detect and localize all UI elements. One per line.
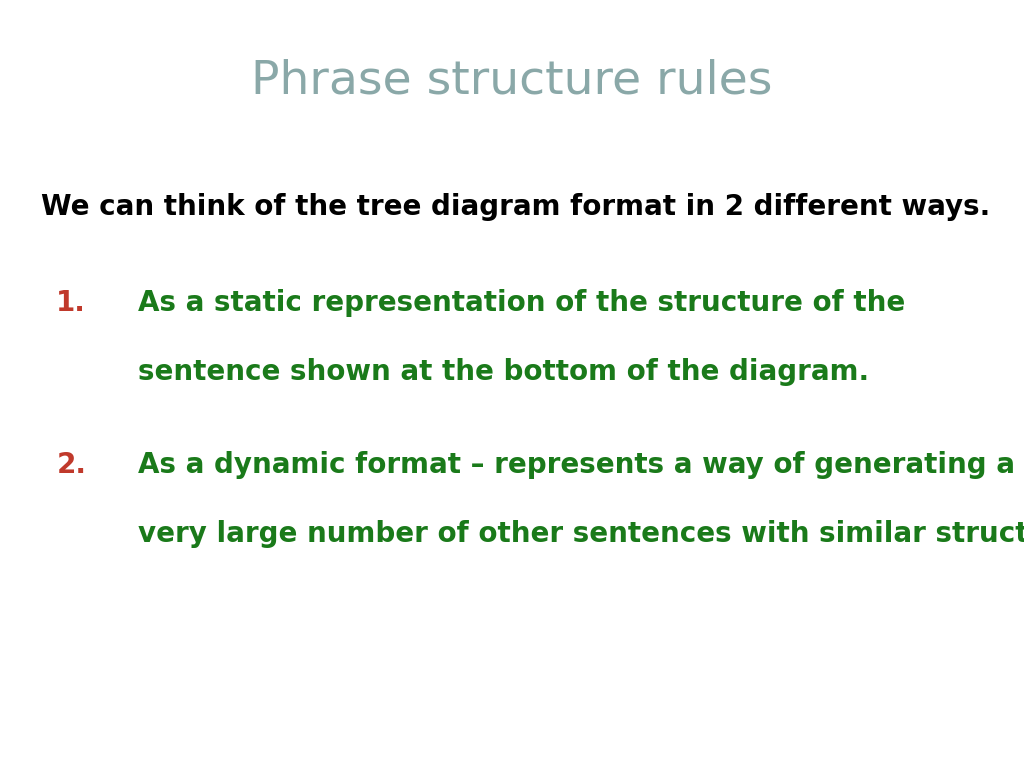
Text: We can think of the tree diagram format in 2 different ways.: We can think of the tree diagram format … <box>41 194 990 221</box>
Text: Phrase structure rules: Phrase structure rules <box>251 58 773 103</box>
Text: As a static representation of the structure of the: As a static representation of the struct… <box>138 290 905 317</box>
Text: sentence shown at the bottom of the diagram.: sentence shown at the bottom of the diag… <box>138 359 869 386</box>
Text: very large number of other sentences with similar structures.: very large number of other sentences wit… <box>138 520 1024 548</box>
Text: 2.: 2. <box>56 451 86 478</box>
Text: As a dynamic format – represents a way of generating a: As a dynamic format – represents a way o… <box>138 451 1015 478</box>
Text: 1.: 1. <box>56 290 86 317</box>
